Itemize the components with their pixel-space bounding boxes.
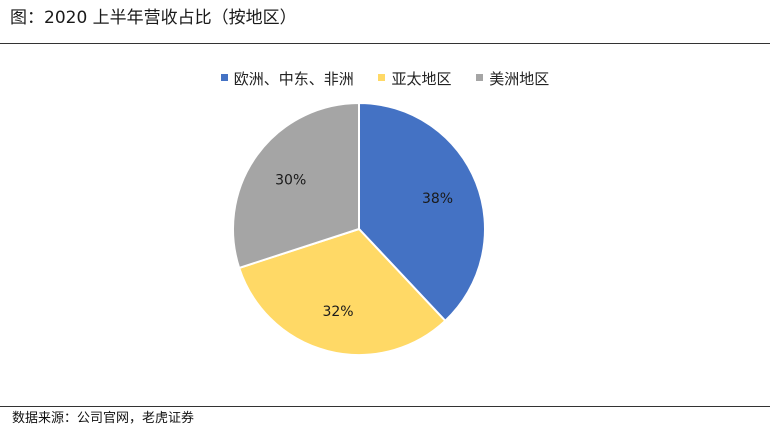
legend-item-emea: 欧洲、中东、非洲 [220,69,354,89]
legend-item-americas: 美洲地区 [476,69,549,89]
chart-legend: 欧洲、中东、非洲 亚太地区 美洲地区 [0,69,770,89]
pie-slice-emea [358,101,486,323]
legend-swatch-americas [476,74,484,81]
pie-labels: 38% 32% 30% [275,172,453,319]
top-divider [0,43,770,44]
pie-slice-apac [237,227,447,356]
legend-item-apac: 亚太地区 [378,69,452,89]
legend-label-apac: 亚太地区 [391,70,452,88]
data-source-note: 数据来源：公司官网，老虎证券 [12,411,195,426]
pie-slices [232,101,486,356]
bottom-divider [0,406,770,407]
legend-label-emea: 欧洲、中东、非洲 [233,70,354,88]
legend-label-americas: 美洲地区 [489,70,550,88]
pie-label-emea: 38% [422,191,453,207]
legend-swatch-emea [220,74,228,81]
legend-swatch-apac [378,74,386,81]
pie-label-americas: 30% [275,172,306,188]
pie-slice-americas [232,101,360,270]
figure-title: 图：2020 上半年营收占比（按地区） [10,8,297,28]
pie-label-apac: 32% [322,304,353,320]
